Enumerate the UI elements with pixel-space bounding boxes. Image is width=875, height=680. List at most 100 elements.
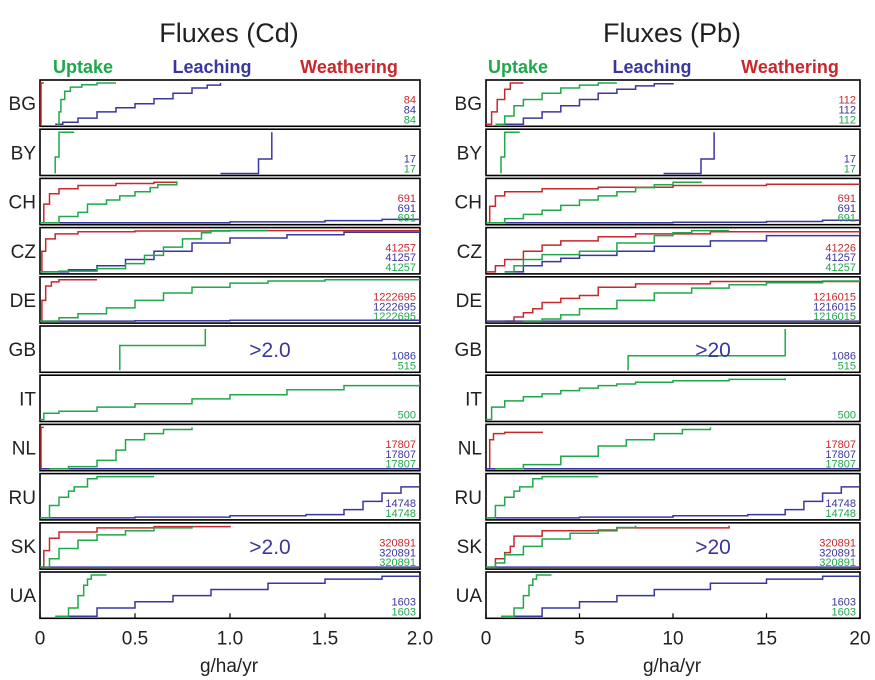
series-leaching-line (486, 467, 860, 470)
count-uptake: 500 (398, 410, 416, 422)
count-leaching: 17 (404, 154, 416, 166)
series-uptake-line (57, 82, 116, 126)
count-weathering: 84 (404, 95, 416, 107)
country-label: CZ (457, 242, 483, 263)
count-leaching: 1222695 (373, 301, 416, 313)
count-leaching: 17 (844, 154, 856, 166)
series-uptake-line (54, 131, 75, 174)
series-uptake-line (486, 475, 599, 519)
series-uptake-line (40, 525, 193, 568)
count-leaching: 41257 (385, 252, 416, 264)
count-uptake: 14748 (825, 508, 856, 520)
count-leaching: 17807 (825, 449, 856, 461)
x-tick-label: 10 (662, 628, 683, 649)
series-leaching-line (55, 83, 222, 126)
panel-it: IT 500 (19, 374, 421, 423)
series-uptake-line (40, 279, 420, 322)
count-uptake: 17807 (385, 459, 416, 471)
count-weathering: 320891 (379, 538, 416, 550)
count-weathering: 17807 (385, 439, 416, 451)
series-uptake-line (40, 181, 178, 224)
country-label: IT (465, 389, 482, 410)
count-leaching: 1603 (392, 597, 416, 609)
series-uptake-line (523, 279, 860, 322)
count-uptake: 41257 (385, 262, 416, 274)
series-weathering-line (504, 279, 860, 322)
count-weathering: 1222695 (373, 292, 416, 304)
count-uptake: 112 (838, 114, 856, 126)
count-leaching: 84 (404, 105, 416, 117)
count-uptake: 320891 (379, 557, 416, 569)
series-uptake-line (500, 131, 520, 174)
count-uptake: 17 (404, 164, 416, 176)
series-uptake-line (486, 181, 702, 224)
count-uptake: 515 (398, 360, 416, 372)
series-uptake-line (119, 329, 207, 371)
panel-frame (485, 79, 861, 128)
x-tick-label: 15 (756, 628, 777, 649)
overflow-annotation: >20 (695, 536, 731, 559)
series-weathering-line (40, 525, 231, 568)
legend-uptake: Uptake (488, 57, 548, 77)
chart-title: Fluxes (Cd) (159, 18, 299, 48)
count-uptake: 515 (838, 360, 856, 372)
legend-leaching: Leaching (612, 57, 691, 77)
series-weathering-line (486, 230, 860, 273)
series-weathering-line (487, 431, 543, 470)
series-leaching-line (514, 575, 860, 618)
series-uptake-line (40, 229, 268, 273)
country-label: CH (455, 193, 482, 214)
panel-frame (39, 79, 421, 128)
x-tick-label: 2.0 (407, 628, 433, 649)
x-tick-label: 5 (574, 628, 585, 649)
series-uptake-line (627, 329, 786, 371)
count-uptake: 41257 (825, 262, 856, 274)
series-uptake-line (501, 574, 552, 618)
count-uptake: 84 (404, 114, 416, 126)
count-uptake: 14748 (385, 508, 416, 520)
count-weathering: 41226 (825, 242, 856, 254)
series-uptake-line (40, 382, 420, 421)
panel-frame (39, 325, 421, 374)
series-uptake-line (49, 427, 193, 470)
series-leaching-line (40, 467, 420, 470)
series-uptake-line (495, 82, 617, 126)
series-uptake-line (486, 378, 786, 421)
country-label: CZ (11, 242, 37, 263)
country-label: BY (457, 143, 483, 164)
series-leaching-line (40, 482, 420, 519)
country-label: CH (9, 193, 36, 214)
count-uptake: 691 (838, 213, 856, 225)
x-tick-label: 1.0 (217, 628, 243, 649)
count-weathering: 320891 (819, 538, 856, 550)
country-label: UA (456, 586, 483, 607)
count-uptake: 1603 (392, 606, 416, 618)
count-uptake: 1222695 (373, 311, 416, 323)
x-tick-label: 0.5 (122, 628, 148, 649)
country-label: RU (455, 488, 482, 509)
count-uptake: 500 (838, 410, 856, 422)
series-uptake-line (495, 427, 712, 470)
series-leaching-line (504, 83, 674, 126)
count-uptake: 1603 (832, 606, 856, 618)
x-tick-label: 1.5 (312, 628, 338, 649)
count-uptake: 1216015 (813, 311, 856, 323)
panel-frame (485, 128, 861, 177)
series-leaching-line (486, 218, 860, 224)
count-weathering: 17807 (825, 439, 856, 451)
series-weathering-line (486, 82, 524, 126)
count-leaching: 41257 (825, 252, 856, 264)
x-tick-label: 20 (849, 628, 870, 649)
x-tick-label: 0 (35, 628, 46, 649)
series-uptake-line (40, 475, 154, 519)
